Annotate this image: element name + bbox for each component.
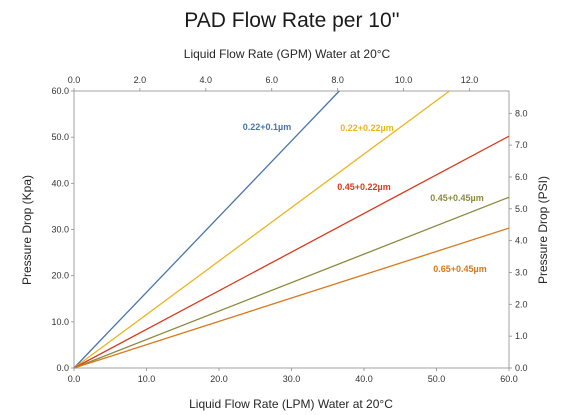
x-tick-label: 60.0 [500, 374, 518, 384]
y-tick-label: 50.0 [51, 132, 69, 142]
x-tick-label: 10.0 [138, 374, 156, 384]
y-tick-label: 10.0 [51, 317, 69, 327]
series-line [73, 135, 510, 369]
y-tick-label: 0.0 [56, 363, 69, 373]
y2-tick-label: 6.0 [515, 172, 528, 182]
y2-tick-label: 2.0 [515, 299, 528, 309]
series-label: 0.22+0.22µm [340, 123, 393, 133]
x2-tick-label: 0.0 [68, 75, 81, 85]
y2-axis-title: Pressure Drop (PSI) [536, 176, 550, 284]
x2-tick-label: 10.0 [395, 75, 413, 85]
series-line [73, 196, 510, 369]
y2-tick-label: 7.0 [515, 140, 528, 150]
y-tick-label: 40.0 [51, 178, 69, 188]
y-tick-label: 60.0 [51, 86, 69, 96]
series-label: 0.45+0.45µm [430, 193, 483, 203]
plot-border [73, 90, 510, 369]
series-label: 0.22+0.1µm [243, 122, 291, 132]
series-line [73, 227, 510, 369]
series-label: 0.45+0.22µm [337, 182, 390, 192]
x-tick-label: 50.0 [428, 374, 446, 384]
x-tick-label: 40.0 [355, 374, 373, 384]
series-label-layer: 0.22+0.1µm 0.22+0.22µm 0.45+0.22µm 0.45+0.4… [243, 122, 487, 274]
y2-tick-label: 4.0 [515, 236, 528, 246]
y-tick-label: 20.0 [51, 271, 69, 281]
y-axis-title: Pressure Drop (Kpa) [20, 175, 34, 285]
x2-tick-label: 4.0 [200, 75, 213, 85]
y2-tick-label: 0.0 [515, 363, 528, 373]
x2-axis-title: Liquid Flow Rate (GPM) Water at 20°C [184, 47, 391, 61]
y2-tick-label: 8.0 [515, 108, 528, 118]
y-tick-label: 30.0 [51, 225, 69, 235]
x-tick-label: 30.0 [283, 374, 301, 384]
x-axis-title: Liquid Flow Rate (LPM) Water at 20°C [189, 397, 393, 411]
chart-title: PAD Flow Rate per 10'' [184, 9, 399, 32]
x2-tick-label: 2.0 [134, 75, 147, 85]
x-tick-label: 20.0 [210, 374, 228, 384]
x-tick-label: 0.0 [68, 374, 81, 384]
x2-tick-label: 8.0 [331, 75, 344, 85]
series-line [73, 90, 340, 369]
x2-tick-label: 6.0 [265, 75, 278, 85]
x2-tick-label: 12.0 [461, 75, 479, 85]
y2-tick-label: 1.0 [515, 331, 528, 341]
plot-area [73, 90, 510, 369]
series-layer [73, 90, 510, 369]
tick-layer: 0.0 10.0 20.0 30.0 40.0 50.0 60.00.010.020.030… [51, 75, 527, 384]
y2-tick-label: 5.0 [515, 204, 528, 214]
y2-tick-label: 3.0 [515, 267, 528, 277]
series-line [73, 90, 450, 369]
series-label: 0.65+0.45µm [433, 264, 486, 274]
